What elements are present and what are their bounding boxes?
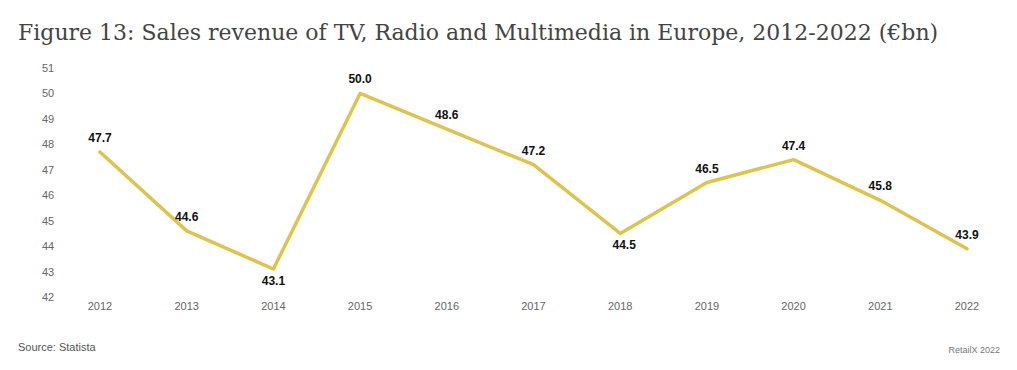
x-tick-label: 2015 [348, 300, 372, 312]
data-label: 50.0 [348, 72, 372, 86]
y-tick-label: 46 [42, 189, 54, 201]
y-tick-label: 50 [42, 87, 54, 99]
x-tick-label: 2022 [955, 300, 979, 312]
data-label: 43.9 [955, 228, 979, 242]
series-group [100, 93, 967, 269]
x-tick-label: 2017 [521, 300, 545, 312]
source: Source: Statista [18, 341, 97, 353]
data-label: 48.6 [435, 108, 459, 122]
x-tick-label: 2021 [868, 300, 892, 312]
x-tick-label: 2014 [261, 300, 285, 312]
y-tick-label: 47 [42, 164, 54, 176]
x-tick-label: 2019 [695, 300, 719, 312]
title: Figure 13: Sales revenue of TV, Radio an… [18, 20, 938, 45]
data-label: 43.1 [262, 274, 286, 288]
data-label: 47.2 [522, 144, 546, 158]
data-label: 44.5 [613, 238, 637, 252]
x-tick-label: 2018 [608, 300, 632, 312]
x-tick-label: 2020 [781, 300, 805, 312]
chart: Figure 13: Sales revenue of TV, Radio an… [0, 0, 1017, 370]
data-label: 47.7 [88, 131, 112, 145]
y-tick-label: 51 [42, 62, 54, 74]
data-label: 47.4 [782, 139, 806, 153]
data-label: 44.6 [175, 210, 199, 224]
credit: RetailX 2022 [948, 345, 1000, 355]
y-tick-label: 48 [42, 138, 54, 150]
x-tick-label: 2016 [435, 300, 459, 312]
data-label: 45.8 [869, 179, 893, 193]
x-tick-label: 2012 [88, 300, 112, 312]
y-tick-label: 44 [42, 240, 54, 252]
y-tick-label: 43 [42, 266, 54, 278]
y-tick-label: 45 [42, 215, 54, 227]
y-tick-label: 42 [42, 291, 54, 303]
data-label: 46.5 [695, 162, 719, 176]
line [100, 93, 967, 269]
y-tick-label: 49 [42, 113, 54, 125]
x-tick-label: 2013 [174, 300, 198, 312]
